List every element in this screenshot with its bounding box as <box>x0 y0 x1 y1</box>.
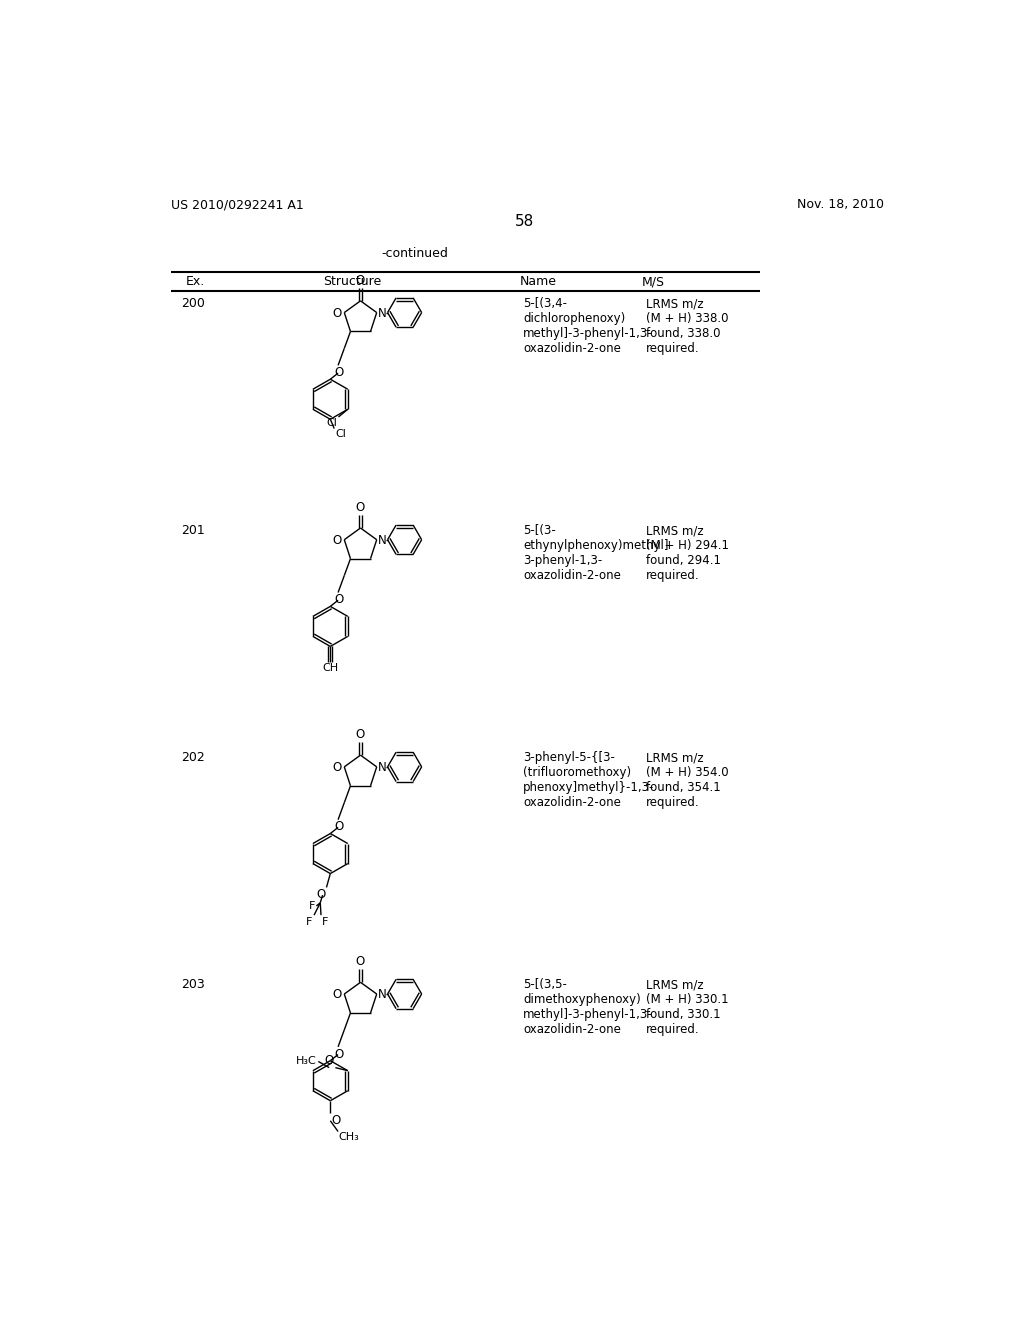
Text: O: O <box>325 1053 334 1067</box>
Text: O: O <box>334 1048 343 1060</box>
Text: 3-phenyl-5-{[3-
(trifluoromethoxy)
phenoxy]methyl}-1,3-
oxazolidin-2-one: 3-phenyl-5-{[3- (trifluoromethoxy) pheno… <box>523 751 654 809</box>
Text: CH: CH <box>323 664 338 673</box>
Text: O: O <box>333 535 342 546</box>
Text: N: N <box>378 762 386 774</box>
Text: CH₃: CH₃ <box>339 1133 359 1142</box>
Text: N: N <box>378 535 386 546</box>
Text: 5-[(3,5-
dimethoxyphenoxy)
methyl]-3-phenyl-1,3-
oxazolidin-2-one: 5-[(3,5- dimethoxyphenoxy) methyl]-3-phe… <box>523 978 653 1036</box>
Text: O: O <box>356 502 366 515</box>
Text: Cl: Cl <box>327 417 338 428</box>
Text: LRMS m/z
(M + H) 338.0
found, 338.0
required.: LRMS m/z (M + H) 338.0 found, 338.0 requ… <box>646 297 728 355</box>
Text: 58: 58 <box>515 214 535 228</box>
Text: Name: Name <box>519 276 556 289</box>
Text: 203: 203 <box>180 978 205 991</box>
Text: O: O <box>356 275 366 286</box>
Text: F: F <box>306 916 312 927</box>
Text: -continued: -continued <box>381 247 449 260</box>
Text: O: O <box>316 888 326 902</box>
Text: N: N <box>378 306 386 319</box>
Text: 5-[(3,4-
dichlorophenoxy)
methyl]-3-phenyl-1,3-
oxazolidin-2-one: 5-[(3,4- dichlorophenoxy) methyl]-3-phen… <box>523 297 653 355</box>
Text: O: O <box>334 593 343 606</box>
Text: O: O <box>333 306 342 319</box>
Text: US 2010/0292241 A1: US 2010/0292241 A1 <box>171 198 303 211</box>
Text: O: O <box>331 1114 340 1127</box>
Text: LRMS m/z
(M + H) 354.0
found, 354.1
required.: LRMS m/z (M + H) 354.0 found, 354.1 requ… <box>646 751 728 809</box>
Text: O: O <box>333 989 342 1002</box>
Text: Nov. 18, 2010: Nov. 18, 2010 <box>797 198 884 211</box>
Text: O: O <box>356 729 366 742</box>
Text: N: N <box>378 989 386 1002</box>
Text: 202: 202 <box>180 751 205 764</box>
Text: LRMS m/z
(M + H) 330.1
found, 330.1
required.: LRMS m/z (M + H) 330.1 found, 330.1 requ… <box>646 978 728 1036</box>
Text: LRMS m/z
(M + H) 294.1
found, 294.1
required.: LRMS m/z (M + H) 294.1 found, 294.1 requ… <box>646 524 729 582</box>
Text: Cl: Cl <box>335 429 346 440</box>
Text: 5-[(3-
ethynylphenoxy)methyl]-
3-phenyl-1,3-
oxazolidin-2-one: 5-[(3- ethynylphenoxy)methyl]- 3-phenyl-… <box>523 524 673 582</box>
Text: F: F <box>309 902 315 911</box>
Text: M/S: M/S <box>642 276 665 289</box>
Text: O: O <box>334 366 343 379</box>
Text: O: O <box>356 956 366 969</box>
Text: O: O <box>333 762 342 774</box>
Text: Structure: Structure <box>324 276 382 289</box>
Text: O: O <box>334 821 343 833</box>
Text: Ex.: Ex. <box>186 276 206 289</box>
Text: 200: 200 <box>180 297 205 310</box>
Text: H₃C: H₃C <box>296 1056 316 1067</box>
Text: F: F <box>322 916 328 927</box>
Text: 201: 201 <box>180 524 205 537</box>
